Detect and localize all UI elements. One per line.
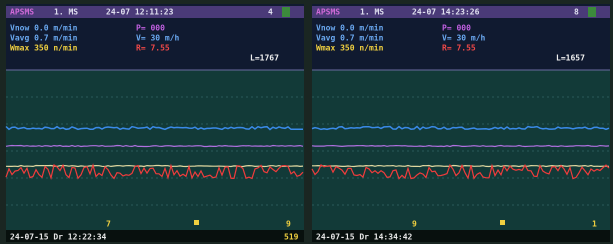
footer-date: 24-07-15 Dr 14:34:42 bbox=[316, 233, 413, 242]
header-flag: 4 bbox=[268, 8, 273, 17]
trace-reference bbox=[312, 166, 609, 167]
reading: Wmax 350 n/min bbox=[10, 43, 78, 53]
footer-count: 519 bbox=[284, 233, 299, 242]
header-unit: 1. MS bbox=[360, 8, 384, 17]
reading: Vnow 0.0 m/min bbox=[10, 23, 78, 33]
marker-dot bbox=[194, 220, 199, 225]
reading: R= 7.55 bbox=[136, 44, 170, 53]
screens: APSMS1. MS24-07 12:11:234Vnow 0.0 m/minV… bbox=[0, 0, 613, 244]
header-mode: APSMS bbox=[10, 8, 34, 17]
reading: V= 30 m/h bbox=[442, 34, 486, 43]
reading: V= 30 m/h bbox=[136, 34, 180, 43]
reading: Vnow 0.0 m/min bbox=[316, 23, 384, 33]
marker: 9 bbox=[412, 220, 417, 229]
header-time: 24-07 14:23:26 bbox=[412, 8, 480, 17]
reading: Vavg 0.7 m/min bbox=[316, 33, 384, 43]
header-indicator bbox=[282, 7, 290, 17]
footer-date: 24-07-15 Dr 12:22:34 bbox=[10, 233, 107, 242]
header-time: 24-07 12:11:23 bbox=[106, 8, 174, 17]
marker: 9 bbox=[286, 220, 291, 229]
reading: Wmax 350 n/min bbox=[316, 43, 384, 53]
reading: P= 000 bbox=[136, 24, 165, 33]
marker: 7 bbox=[106, 220, 111, 229]
length: L=1767 bbox=[250, 54, 279, 63]
length: L=1657 bbox=[556, 54, 585, 63]
reading: R= 7.55 bbox=[442, 44, 476, 53]
marker-dot bbox=[500, 220, 505, 225]
reading: Vavg 0.7 m/min bbox=[10, 33, 78, 43]
marker: 1 bbox=[592, 220, 597, 229]
reading: P= 000 bbox=[442, 24, 471, 33]
header-mode: APSMS bbox=[316, 8, 340, 17]
header-unit: 1. MS bbox=[54, 8, 78, 17]
header-flag: 8 bbox=[574, 8, 579, 17]
header-indicator bbox=[588, 7, 596, 17]
